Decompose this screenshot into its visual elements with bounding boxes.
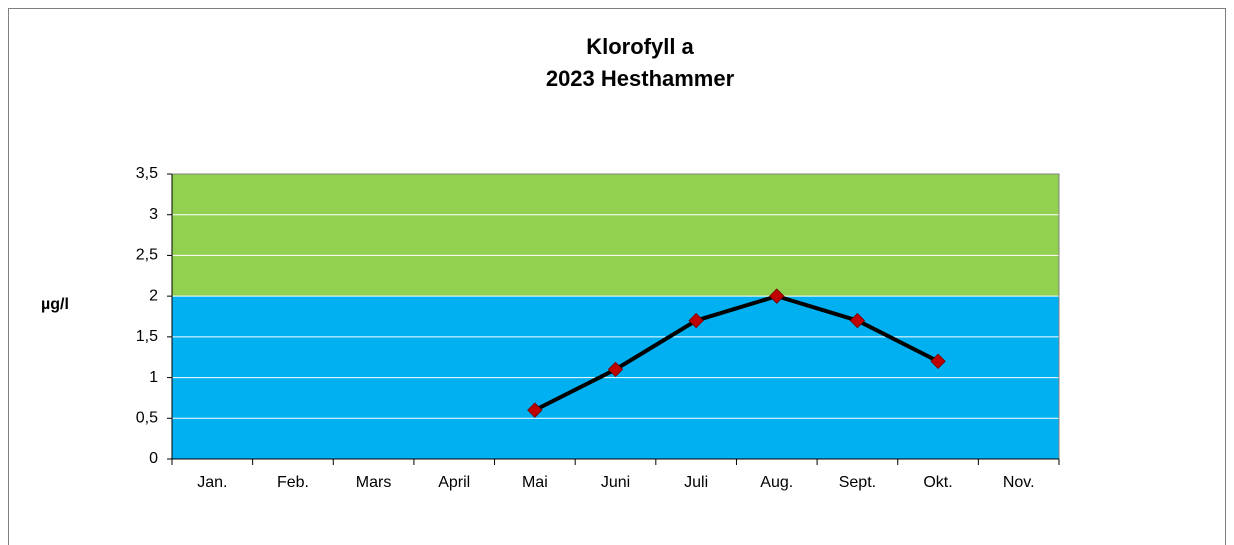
y-tick-label: 1,5 [136, 328, 158, 345]
data-point [607, 361, 624, 378]
data-point [688, 312, 704, 329]
background-band [172, 174, 1059, 297]
data-point [527, 402, 543, 418]
chart-subtitle: 2023 Hesthammer [546, 66, 735, 91]
chart-border [8, 8, 1226, 545]
y-tick-label: 3 [149, 206, 158, 223]
x-tick-label: Sept. [839, 474, 876, 491]
x-tick-label: Okt. [923, 474, 952, 491]
y-axis-label: µg/l [41, 296, 69, 313]
x-tick-label: Feb. [277, 474, 309, 491]
x-tick-label: Juni [601, 474, 630, 491]
y-tick-label: 2,5 [136, 247, 158, 264]
y-tick-label: 0 [149, 450, 158, 467]
data-point [849, 312, 866, 329]
x-tick-label: Aug. [760, 474, 793, 491]
x-tick-label: Mai [522, 474, 548, 491]
data-line [533, 294, 939, 412]
y-tick-label: 1 [149, 369, 158, 386]
data-point [769, 288, 785, 304]
data-point [930, 353, 946, 369]
x-tick-label: Jan. [197, 474, 227, 491]
y-tick-label: 0,5 [136, 410, 158, 427]
x-tick-label: Juli [684, 474, 708, 491]
chart-title: Klorofyll a [586, 34, 694, 59]
x-tick-label: Mars [356, 474, 392, 491]
y-tick-label: 2 [149, 287, 158, 304]
y-tick-label: 3,5 [136, 165, 158, 182]
x-tick-label: Nov. [1003, 474, 1035, 491]
x-tick-label: April [438, 474, 470, 491]
